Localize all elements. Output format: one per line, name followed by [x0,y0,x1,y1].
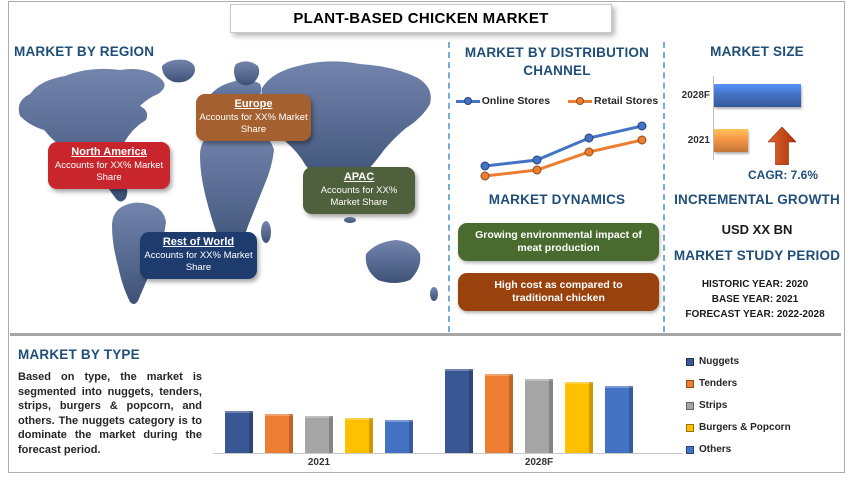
dynamics-driver-box: Growing environmental impact of meat pro… [458,223,659,261]
line-chart-legend: Online Stores Retail Stores [452,95,662,107]
data-point-online-stores [480,161,490,171]
data-point-retail-stores [637,135,647,145]
data-point-online-stores [584,133,594,143]
market-by-type-paragraph: Based on type, the market is segmented i… [18,371,202,456]
market-size-bar-2021 [714,129,748,152]
region-share: Accounts for XX% Market Share [199,112,308,135]
market-by-region-heading: MARKET BY REGION [14,44,155,59]
legend-label: Burgers & Popcorn [699,422,791,433]
bar-2021-nuggets [225,411,253,453]
market-by-type-legend: Nuggets Tenders Strips Burgers & Popcorn Oth… [686,356,791,455]
bar-2028f-tenders [485,374,513,453]
island-new-zealand [430,287,438,301]
region-name: Europe [234,98,273,110]
page-title: PLANT-BASED CHICKEN MARKET [230,4,612,33]
growth-arrow-icon [768,127,796,165]
legend-item-others: Others [686,444,791,455]
region-callout-apac: APAC Accounts for XX% Market Share [303,167,415,214]
legend-item-tenders: Tenders [686,378,791,389]
data-point-retail-stores [480,171,490,181]
market-study-period-heading: MARKET STUDY PERIOD [673,248,841,263]
bar-2021-strips [305,416,333,453]
bar-2021-burgers-popcorn [345,418,373,453]
legend-line-marker-icon [455,96,480,105]
legend-dot-icon [463,96,472,105]
legend-item-strips: Strips [686,400,791,411]
region-callout-rest-of-world: Rest of World Accounts for XX% Market Sh… [140,232,257,279]
region-name: North America [71,146,147,158]
legend-item-online-stores: Online Stores [455,95,551,107]
market-size-bar-2028f [714,84,801,107]
market-size-axis-line [713,76,714,160]
market-size-label-2021: 2021 [687,135,710,146]
region-name: APAC [343,171,375,183]
historic-year-line: HISTORIC YEAR: 2020 [701,279,809,290]
legend-label: Others [699,444,732,455]
region-callout-north-america: North America Accounts for XX% Market Sh… [48,142,170,189]
bar-2028f-burgers-popcorn [565,382,593,453]
market-dynamics-heading: MARKET DYNAMICS [488,192,626,207]
legend-swatch-icon [686,357,694,366]
line-series-online-stores [484,124,643,168]
region-share: Accounts for XX% Market Share [320,185,398,208]
cagr-value: CAGR: 7.6% [747,168,818,182]
legend-item-burgers-popcorn: Burgers & Popcorn [686,422,791,433]
legend-swatch-icon [686,379,694,388]
island-greenland [162,59,195,83]
vertical-dashed-separator [663,42,665,332]
legend-line-marker-icon [568,96,593,105]
legend-item-retail-stores: Retail Stores [568,95,658,107]
legend-label: Strips [699,400,728,411]
x-axis-label-2021: 2021 [307,457,331,468]
region-share: Accounts for XX% Market Share [54,160,164,183]
legend-label: Online Stores [481,95,551,107]
data-point-online-stores [532,155,542,165]
legend-swatch-icon [686,401,694,410]
region-name: Rest of World [162,236,235,248]
bar-2028f-others [605,386,633,453]
island-southeast-asia [344,217,356,223]
continent-south-america [112,202,166,304]
legend-swatch-icon [686,423,694,432]
bar-2028f-nuggets [445,369,473,453]
forecast-year-line: FORECAST YEAR: 2022-2028 [685,309,825,320]
distribution-channel-heading: MARKET BY DISTRIBUTION CHANNEL [464,45,650,78]
market-size-heading: MARKET SIZE [710,44,804,59]
legend-item-nuggets: Nuggets [686,356,791,367]
data-point-online-stores [637,121,647,131]
dynamics-restraint-box: High cost as compared to traditional chi… [458,273,659,311]
legend-label: Tenders [699,378,738,389]
legend-swatch-icon [686,445,694,454]
market-by-type-column-chart: 2021 2028F [213,356,683,468]
base-year-line: BASE YEAR: 2021 [711,294,799,305]
vertical-dashed-separator [448,42,450,332]
continent-north-america [18,68,165,202]
region-share: Accounts for XX% Market Share [144,250,253,273]
bar-2028f-strips [525,379,553,453]
horizontal-section-divider [10,333,841,336]
bar-2021-tenders [265,414,293,453]
page-title-text: PLANT-BASED CHICKEN MARKET [293,10,549,27]
data-point-retail-stores [584,147,594,157]
data-point-retail-stores [532,165,542,175]
distribution-channel-line-chart [480,121,647,181]
legend-label: Retail Stores [594,95,659,107]
market-size-label-2028f: 2028F [681,90,710,101]
x-axis-label-2028f: 2028F [524,457,554,468]
region-scandinavia [234,61,260,86]
line-series-retail-stores [484,138,643,178]
continent-australia [365,240,421,283]
legend-label: Nuggets [699,356,739,367]
market-by-type-heading: MARKET BY TYPE [18,347,140,362]
continent-africa [200,129,274,255]
incremental-growth-value: USD XX BN [721,222,793,237]
legend-dot-icon [576,96,585,105]
incremental-growth-heading: INCREMENTAL GROWTH [674,192,840,207]
bar-2021-others [385,420,413,453]
island-madagascar [261,221,271,243]
continent-asia [261,61,431,184]
region-callout-europe: Europe Accounts for XX% Market Share [196,94,311,141]
